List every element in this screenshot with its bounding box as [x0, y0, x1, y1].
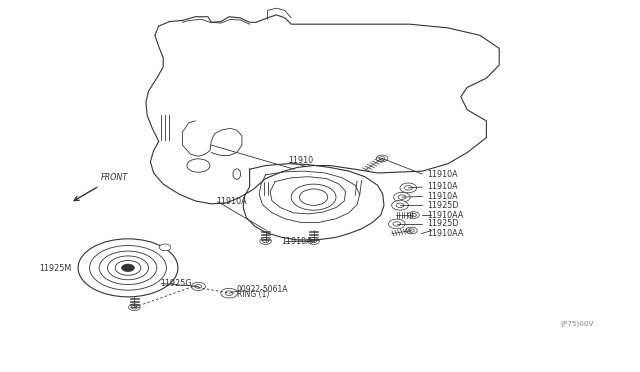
Circle shape — [408, 212, 419, 218]
Text: (P75)00V: (P75)00V — [560, 320, 593, 327]
Text: 11925G: 11925G — [160, 279, 191, 288]
Circle shape — [221, 288, 237, 298]
Text: 11925M: 11925M — [40, 264, 72, 273]
Circle shape — [388, 219, 405, 229]
Text: 11925D: 11925D — [428, 201, 459, 210]
Text: 11910: 11910 — [288, 156, 313, 165]
Circle shape — [376, 155, 388, 162]
Circle shape — [191, 282, 205, 291]
Text: 00922-5061A: 00922-5061A — [237, 285, 288, 294]
Text: 11910A: 11910A — [282, 237, 312, 246]
Circle shape — [159, 244, 171, 251]
Circle shape — [129, 304, 140, 311]
Text: 11910AA: 11910AA — [428, 211, 464, 219]
Text: FRONT: FRONT — [101, 173, 129, 182]
Circle shape — [394, 192, 410, 202]
Circle shape — [392, 201, 408, 210]
Circle shape — [122, 264, 134, 272]
Circle shape — [260, 238, 271, 244]
Text: 11910A: 11910A — [428, 182, 458, 191]
Text: 11925D: 11925D — [428, 219, 459, 228]
Text: 11910A: 11910A — [216, 197, 247, 206]
Text: RING (1): RING (1) — [237, 290, 269, 299]
Circle shape — [406, 227, 417, 234]
Circle shape — [308, 238, 319, 244]
Text: 11910A: 11910A — [428, 192, 458, 201]
Circle shape — [400, 183, 417, 193]
Text: 11910AA: 11910AA — [428, 229, 464, 238]
Text: 11910A: 11910A — [428, 170, 458, 179]
